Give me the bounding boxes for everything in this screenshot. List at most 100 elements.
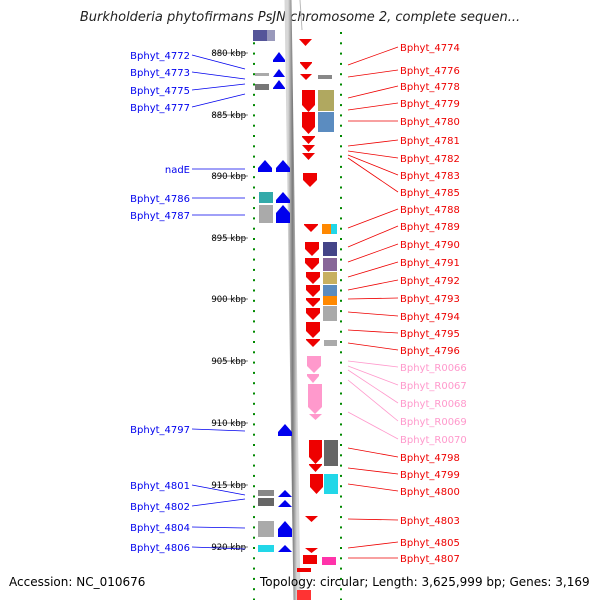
right-label-connector xyxy=(347,157,399,193)
tick-dot xyxy=(253,454,255,457)
reverse-gene-arrow xyxy=(306,308,320,320)
right-label-connector xyxy=(347,154,399,176)
right-gene-label: Bphyt_R0070 xyxy=(400,435,467,446)
right-gene-label: Bphyt_4803 xyxy=(400,516,460,527)
tick-dot xyxy=(340,444,342,446)
tick-dot xyxy=(340,93,342,96)
tick-dot xyxy=(253,196,255,199)
reverse-gene-arrow xyxy=(306,272,320,284)
right-tick-track xyxy=(340,32,342,600)
tick-dot xyxy=(340,289,342,292)
cog-box xyxy=(318,75,332,79)
tick-dot xyxy=(253,330,255,333)
tick-dot xyxy=(253,526,255,529)
tick-dot xyxy=(253,238,255,240)
cog-box xyxy=(324,440,338,466)
tick-dot xyxy=(340,526,342,529)
tick-dot xyxy=(340,577,342,580)
tick-dot xyxy=(340,598,342,600)
right-gene-label: Bphyt_4798 xyxy=(400,453,460,464)
tick-dot xyxy=(253,382,255,385)
tick-dot xyxy=(253,320,255,323)
right-gene-label: Bphyt_4774 xyxy=(400,43,460,54)
cog-box xyxy=(267,30,275,41)
right-gene-label: Bphyt_R0067 xyxy=(400,381,467,392)
reverse-gene-arrow xyxy=(305,548,318,553)
right-gene-label: Bphyt_4796 xyxy=(400,346,460,357)
right-label-connector xyxy=(347,411,399,440)
right-label-connector xyxy=(347,85,399,99)
tick-dot xyxy=(253,371,255,374)
tick-dot xyxy=(340,52,342,55)
accession-text: Accession: NC_010676 xyxy=(9,575,146,589)
right-label-connector xyxy=(347,379,399,422)
right-gene-label: Bphyt_4785 xyxy=(400,188,460,199)
right-gene-labels: Bphyt_4774 Bphyt_4776 Bphyt_4778 Bphyt_4779… xyxy=(400,43,467,565)
right-gene-label: Bphyt_R0069 xyxy=(400,417,467,428)
reverse-gene-arrow xyxy=(300,74,312,80)
tick-dot xyxy=(253,145,255,148)
right-label-connector xyxy=(347,225,399,248)
tick-dot xyxy=(253,62,255,65)
tick-dot xyxy=(340,392,342,395)
topology-text: Topology: circular; Length: 3,625,999 bp… xyxy=(260,575,590,589)
left-gene-label: Bphyt_4786 xyxy=(130,194,190,205)
left-label-connector xyxy=(191,498,246,507)
tick-dot xyxy=(253,444,255,446)
cog-box xyxy=(258,521,274,537)
tick-dot xyxy=(340,268,342,271)
tick-dot xyxy=(340,371,342,374)
tick-dot xyxy=(253,42,255,45)
scale-label: 910 kbp xyxy=(211,419,246,429)
forward-gene-arrow xyxy=(278,424,292,436)
backbone-line xyxy=(284,0,301,600)
gene-box xyxy=(297,590,311,600)
tick-dot xyxy=(340,382,342,385)
right-label-connector xyxy=(347,243,399,263)
left-label-connector xyxy=(191,428,246,432)
tick-dot xyxy=(340,207,342,210)
tick-dot xyxy=(340,588,342,591)
left-label-connector xyxy=(191,484,246,496)
tick-dot xyxy=(253,279,255,282)
tick-dot xyxy=(340,433,342,436)
cog-box xyxy=(323,285,337,297)
tick-dot xyxy=(340,135,342,137)
left-label-connector xyxy=(191,93,246,108)
left-gene-label: Bphyt_4804 xyxy=(130,523,190,534)
tick-dot xyxy=(340,248,342,251)
right-gene-label: Bphyt_4794 xyxy=(400,312,460,323)
reverse-gene-arrow xyxy=(303,173,317,187)
forward-gene-arrow xyxy=(276,160,290,172)
scale-label: 900 kbp xyxy=(211,295,246,305)
cog-box xyxy=(323,258,337,271)
tick-dot xyxy=(340,423,342,426)
tick-dot xyxy=(340,351,342,354)
tick-dot xyxy=(340,83,342,86)
left-gene-label: Bphyt_4777 xyxy=(130,103,190,114)
left-label-connector xyxy=(191,83,246,91)
tick-dot xyxy=(340,557,342,560)
scale-label: 895 kbp xyxy=(211,234,246,244)
right-label-connector xyxy=(347,483,399,492)
left-label-connector xyxy=(191,526,246,529)
tick-dot xyxy=(253,392,255,395)
tick-dot xyxy=(253,577,255,580)
cog-box xyxy=(322,224,331,234)
forward-gene-arrow xyxy=(278,500,292,507)
tick-dot xyxy=(340,536,342,539)
tick-dot xyxy=(253,567,255,570)
right-gene-label: Bphyt_4799 xyxy=(400,470,460,481)
left-gene-label: Bphyt_4775 xyxy=(130,86,190,97)
tick-dot xyxy=(340,104,342,107)
forward-gene-arrow xyxy=(276,205,290,223)
tick-dot xyxy=(253,361,255,364)
right-label-connector xyxy=(347,360,399,368)
cog-box xyxy=(323,296,337,305)
tick-dot xyxy=(253,104,255,107)
right-label-connector xyxy=(347,311,399,317)
tick-dot xyxy=(253,176,255,179)
tick-dot xyxy=(340,227,342,230)
reverse-gene-arrow xyxy=(300,62,312,70)
